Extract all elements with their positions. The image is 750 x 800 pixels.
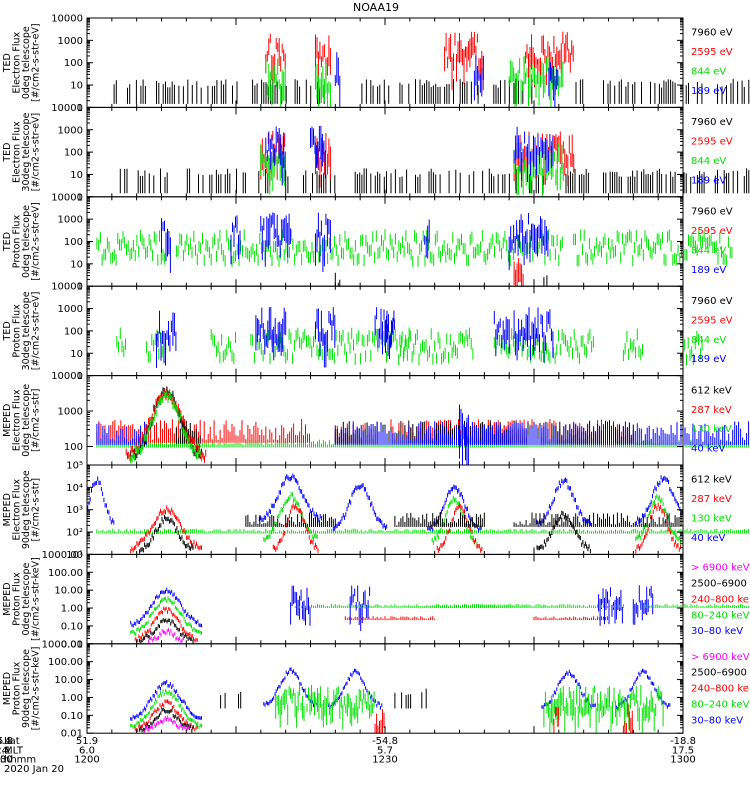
y-tick-label: 10000 [51,371,83,382]
y-axis-label-line: Proton Flux [12,214,23,268]
chart-title: NOAA19 [353,1,399,14]
y-tick-label: 10 [70,170,83,181]
channel-legend-black: 612 keV [691,385,732,396]
y-axis-label-line: [#/cm2-s-str-eV] [31,113,42,192]
y-axis-label-line: MEPED [2,404,13,437]
y-tick-label: 1 [77,192,83,203]
y-axis-label-line: [#/cm2-s-str-eV] [31,23,42,102]
y-tick-label: 10² [66,528,83,539]
channel-legend-black: 7960 eV [691,117,733,128]
y-axis-label-line: TED [2,232,13,252]
y-tick-label: 1 [77,282,83,293]
y-axis-label-line: TED [2,321,13,341]
panel-frame [86,375,684,466]
y-axis-label-line: 0deg telescope [21,384,32,457]
y-tick-label: 1000 [58,215,83,226]
y-axis-label-line: [#/cm2-s-str-eV] [31,202,42,281]
channel-legend-green: 844 eV [691,335,726,346]
panel-frame [86,106,684,198]
channel-legend-red: 2595 eV [691,315,733,326]
y-tick-label: 1000 [58,407,83,418]
panel-frame [86,196,684,287]
channel-legend-red: 2595 eV [691,47,733,58]
panel-data [96,386,750,465]
y-axis-label-line: 30deg telescope [21,291,32,370]
y-axis-label-line: Electron Flux [12,121,23,183]
y-tick-label: 10³ [66,505,83,516]
panel-data [119,125,750,197]
channel-legend-black: 7960 eV [691,207,733,218]
y-axis-label-line: [#/cm2-s-str-eV] [31,292,42,371]
channel-legend-blue: 189 eV [691,86,726,97]
y-tick-label: 1000 [58,304,83,315]
channel-legend-blue: 40 keV [691,444,725,455]
channel-legend-green: 844 eV [691,245,726,256]
y-axis-label-line: TED [2,143,13,163]
y-axis-label-line: TED [2,53,13,73]
channel-legend-blue: 189 eV [691,354,726,365]
y-tick-label: 10000 [51,192,83,203]
y-tick-label: 10000 [51,14,83,25]
channel-legend-red: 2595 eV [691,226,733,237]
y-tick-label: 100 [64,237,83,248]
y-axis-label-line: Electron Flux [12,31,23,93]
y-tick-label: 1 [77,103,83,114]
y-tick-label: 100 [64,148,83,159]
channel-legend-red: 2595 eV [691,137,733,148]
y-tick-label: 10 [70,81,83,92]
y-tick-label: 100 [64,442,83,453]
panel-data [113,31,750,108]
channel-legend-blue: 189 eV [691,175,726,186]
channel-legend-green: 844 eV [691,156,726,167]
y-tick-label: 10000 [51,282,83,293]
y-tick-label: 10¹ [66,550,83,561]
y-tick-label: 1000 [58,36,83,47]
y-tick-label: 10000 [51,103,83,114]
panel-data [87,473,750,554]
panel-frame [86,464,684,555]
channel-legend-blue: 189 eV [691,265,726,276]
panel-data [116,307,703,368]
y-tick-label: 10 [70,259,83,270]
y-axis-label-line: Electron Flux [12,389,23,451]
y-axis-label-line: 0deg telescope [21,26,32,99]
y-axis-label-line: 0deg telescope [21,205,32,278]
y-tick-label: 100 [64,326,83,337]
channel-legend-black: 7960 eV [691,296,733,307]
y-axis-label-line: 30deg telescope [21,112,32,191]
panel-frame [86,17,684,108]
channel-legend-green: 130 keV [691,424,732,435]
y-tick-label: 1 [77,371,83,382]
channel-legend-red: 287 keV [691,405,732,416]
y-tick-label: 100 [64,58,83,69]
y-axis-label-line: Proton Flux [12,304,23,358]
y-tick-label: 10⁴ [66,483,83,494]
y-tick-label: 10⁵ [66,461,83,472]
y-tick-label: 10 [70,349,83,360]
channel-legend-black: 7960 eV [691,28,733,39]
channel-legend-green: 844 eV [691,67,726,78]
y-axis-label-line: [#/cm2-s-str] [31,389,42,452]
panel-data [96,212,733,287]
y-tick-label: 1000 [58,125,83,136]
